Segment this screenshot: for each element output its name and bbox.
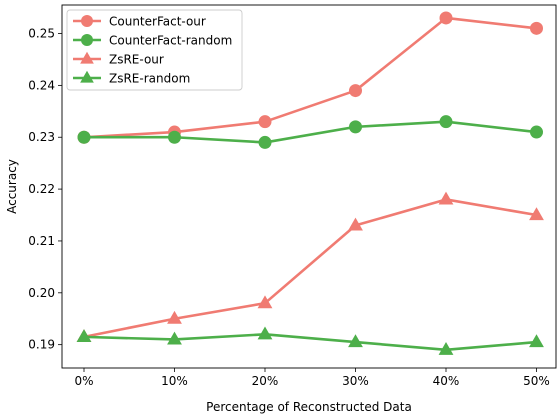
y-tick-label: 0.20 [28,286,55,300]
series-line [83,198,537,339]
x-tick-label: 10% [161,374,188,388]
y-tick-label: 0.19 [28,338,55,352]
x-tick-label: 30% [342,374,369,388]
series-layer [76,11,544,355]
series-counterfact-random [77,115,543,149]
data-point [530,21,543,35]
legend-label: ZsRE-random [109,72,190,86]
data-point [167,310,182,324]
y-axis-label: Accuracy [5,159,19,214]
data-point [439,115,453,129]
legend-item: ZsRE-random [73,70,190,86]
x-axis-ticks: 0% 10% 20% 30% 40% 50% [74,368,550,388]
plot-frame [61,4,557,369]
data-point [529,207,544,221]
series-line [84,120,537,144]
legend-box [66,9,243,91]
series-zsre-our [76,191,544,342]
x-tick-label: 40% [433,374,460,388]
legend-label: ZsRE-our [109,53,164,67]
legend-swatch-marker [81,15,93,27]
y-tick-label: 0.24 [28,78,55,92]
y-axis-ticks: 0.19 0.20 0.21 0.22 0.23 0.24 0.25 [28,27,62,352]
data-point [77,130,91,144]
series-zsre-random [76,326,544,355]
y-tick-label: 0.25 [28,27,55,41]
x-tick-label: 0% [74,374,93,388]
data-point [168,130,181,144]
legend-label: CounterFact-random [109,34,232,48]
series-line [83,332,537,352]
data-point [529,334,544,348]
data-point [348,217,363,231]
legend-item: CounterFact-random [73,34,232,48]
data-point [258,135,272,149]
series-line [83,16,537,139]
data-point [349,120,362,134]
data-point [257,295,273,309]
x-tick-label: 20% [252,374,279,388]
data-point [439,11,453,25]
data-point [76,329,92,342]
y-tick-label: 0.22 [28,182,55,196]
data-point [258,115,272,129]
legend-item: CounterFact-our [73,15,206,29]
y-tick-label: 0.21 [28,234,55,248]
legend-swatch-marker [80,70,94,83]
data-point [349,84,362,98]
data-point [438,191,454,205]
legend-swatch-marker [80,51,94,64]
data-point [530,125,543,139]
data-point [348,334,363,348]
legend-label: CounterFact-our [109,15,206,29]
y-tick-label: 0.23 [28,130,55,144]
legend-swatch-marker [81,34,93,46]
data-point [167,331,182,345]
data-point [438,342,454,355]
legend-item: ZsRE-our [73,51,164,67]
x-tick-label: 50% [523,374,550,388]
x-axis-label: Percentage of Reconstructed Data [206,400,412,414]
legend: CounterFact-our CounterFact-random ZsRE-ou… [66,9,243,91]
data-point [257,326,273,340]
